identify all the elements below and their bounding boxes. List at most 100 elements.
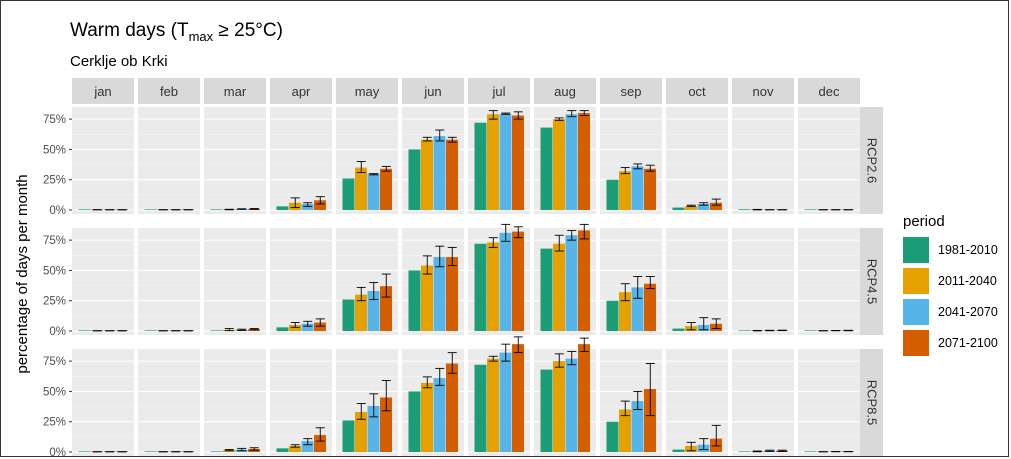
bar-aug-2011-2040 (553, 119, 565, 210)
bar-apr-1981-2010 (276, 327, 289, 331)
bar-oct-2071-2100 (710, 202, 722, 210)
bar-oct-1981-2010 (672, 328, 685, 331)
bar-aug-2011-2040 (553, 243, 565, 331)
bar-dec-1981-2010 (804, 451, 817, 452)
bar-sep-2041-2070 (631, 401, 644, 452)
bar-oct-1981-2010 (672, 449, 685, 452)
panel-bg (72, 349, 134, 456)
bar-aug-2071-2100 (578, 113, 590, 210)
bar-may-1981-2010 (342, 299, 355, 331)
bar-jun-2041-2070 (433, 136, 446, 210)
scenario-strip-label: RCP2.6 (865, 138, 880, 184)
bar-sep-2041-2070 (631, 166, 644, 210)
bar-jun-1981-2010 (408, 391, 421, 452)
panel-bg (732, 107, 794, 214)
bar-sep-1981-2010 (606, 300, 619, 331)
month-strip-nov (732, 78, 794, 104)
y-tick-label: 50% (43, 265, 66, 277)
y-tick-label: 25% (43, 296, 66, 308)
panel-bg (204, 107, 266, 214)
bar-aug-2041-2070 (565, 114, 578, 210)
legend-title: period (903, 213, 945, 230)
y-axis-label: percentage of days per month (14, 174, 31, 373)
bar-may-2011-2040 (355, 294, 367, 331)
panel-bg (732, 228, 794, 335)
bar-jan-1981-2010 (78, 330, 91, 331)
bar-jun-2011-2040 (421, 139, 433, 210)
bar-may-1981-2010 (342, 420, 355, 452)
bar-may-2041-2070 (367, 291, 380, 331)
bar-apr-2071-2100 (314, 322, 326, 331)
bar-jul-2041-2070 (499, 114, 512, 210)
bar-aug-2041-2070 (565, 235, 578, 331)
scenario-strip-label: RCP4.5 (865, 259, 880, 305)
y-tick-label: 25% (43, 417, 66, 429)
panel-bg (72, 228, 134, 335)
bar-jun-1981-2010 (408, 149, 421, 210)
chart-title: Warm days (Tmax ≥ 25°C) (70, 20, 283, 44)
bar-sep-2071-2100 (644, 388, 656, 452)
month-strip-feb (138, 78, 200, 104)
bar-apr-2071-2100 (314, 435, 326, 452)
bar-sep-2071-2100 (644, 168, 656, 210)
bar-may-2041-2070 (367, 405, 380, 452)
month-strip-label: mar (224, 84, 247, 99)
legend: 1981-2010 2011-2040 2041-2070 2071-2100 (903, 237, 998, 356)
bar-jul-1981-2010 (474, 122, 487, 210)
bar-jun-2041-2070 (433, 378, 446, 452)
bar-jul-2041-2070 (499, 352, 512, 452)
bar-jun-2071-2100 (446, 257, 458, 331)
legend-label: 1981-2010 (938, 243, 998, 257)
bar-jul-1981-2010 (474, 364, 487, 452)
bar-mar-1981-2010 (210, 451, 223, 452)
bar-apr-2011-2040 (289, 445, 301, 452)
bar-sep-2011-2040 (619, 409, 631, 452)
month-strip-sep (600, 78, 662, 104)
bar-aug-2071-2100 (578, 344, 590, 452)
bar-jul-2011-2040 (487, 242, 499, 331)
panel-bg (732, 349, 794, 456)
bar-sep-2071-2100 (644, 283, 656, 331)
scenario-strip-RCP2.6 (860, 107, 883, 214)
bar-mar-1981-2010 (210, 330, 223, 331)
legend-swatch-2071-2100 (903, 330, 929, 356)
bar-may-1981-2010 (342, 178, 355, 210)
bar-may-2041-2070 (367, 173, 380, 210)
bar-nov-1981-2010 (738, 330, 751, 331)
y-tick-label: 0% (49, 447, 66, 459)
legend-swatch-2041-2070 (903, 299, 929, 325)
month-strip-label: dec (819, 84, 840, 99)
bar-feb-1981-2010 (144, 451, 157, 452)
bar-jul-1981-2010 (474, 243, 487, 331)
bar-jul-2071-2100 (512, 115, 524, 210)
bar-dec-1981-2010 (804, 209, 817, 210)
bar-jun-1981-2010 (408, 270, 421, 331)
y-tick-label: 50% (43, 386, 66, 398)
month-strip-dec (798, 78, 860, 104)
facet-panels: jan feb mar apr may jun jul aug sep oct nov dec RCP2… (43, 78, 883, 459)
bar-jul-2011-2040 (487, 358, 499, 452)
month-strip-jul (468, 78, 530, 104)
bar-sep-2011-2040 (619, 171, 631, 210)
bar-jun-2011-2040 (421, 382, 433, 452)
legend-label: 2011-2040 (938, 274, 997, 288)
month-strip-oct (666, 78, 728, 104)
panel-bg (666, 349, 728, 456)
bar-feb-1981-2010 (144, 330, 157, 331)
bar-apr-2041-2070 (301, 441, 314, 452)
bar-sep-1981-2010 (606, 179, 619, 210)
bar-aug-1981-2010 (540, 127, 553, 210)
bar-aug-1981-2010 (540, 369, 553, 452)
bar-mar-1981-2010 (210, 209, 223, 210)
month-strip-aug (534, 78, 596, 104)
chart-subtitle: Cerklje ob Krki (70, 53, 168, 70)
scenario-strip-RCP4.5 (860, 228, 883, 335)
bar-sep-1981-2010 (606, 421, 619, 452)
y-tick-label: 0% (49, 205, 66, 217)
month-strip-label: jul (491, 84, 505, 99)
month-strip-label: may (355, 84, 380, 99)
panel-bg (666, 228, 728, 335)
bar-apr-1981-2010 (276, 448, 289, 452)
